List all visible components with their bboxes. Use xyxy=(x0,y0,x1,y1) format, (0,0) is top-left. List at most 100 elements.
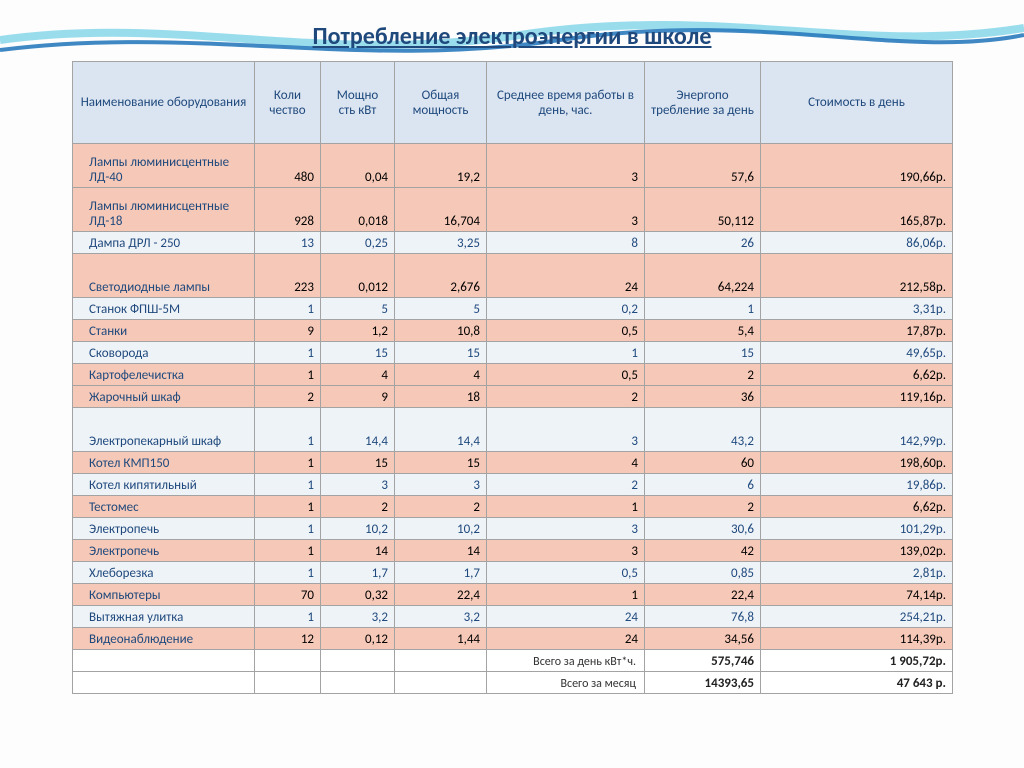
total-cost: 1 905,72р. xyxy=(761,650,953,672)
col-quantity: Коли чество xyxy=(255,62,321,144)
cell: 64,224 xyxy=(645,254,761,298)
cell: 18 xyxy=(395,386,487,408)
cell: 101,29р. xyxy=(761,518,953,540)
table-row: Компьютеры700,3222,4122,474,14р. xyxy=(73,584,953,606)
cell: 0,2 xyxy=(487,298,645,320)
cell: 928 xyxy=(255,188,321,232)
cell: 14 xyxy=(395,540,487,562)
table-row: Тестомес122126,62р. xyxy=(73,496,953,518)
total-row: Всего за месяц14393,6547 643 р. xyxy=(73,672,953,694)
cell: 1 xyxy=(255,452,321,474)
table-row: Электропечь110,210,2330,6101,29р. xyxy=(73,518,953,540)
cell: 14 xyxy=(321,540,395,562)
cell: 3,25 xyxy=(395,232,487,254)
cell: Электропечь xyxy=(73,518,255,540)
col-total-power: Общая мощность xyxy=(395,62,487,144)
cell: Вытяжная улитка xyxy=(73,606,255,628)
cell: Лампы люминисцентные ЛД-40 xyxy=(73,144,255,188)
cell: 6 xyxy=(645,474,761,496)
cell: 2 xyxy=(487,474,645,496)
cell: 2 xyxy=(395,496,487,518)
table-row: Видеонаблюдение120,121,442434,56114,39р. xyxy=(73,628,953,650)
table-row: Станки91,210,80,55,417,87р. xyxy=(73,320,953,342)
cell: 1 xyxy=(255,364,321,386)
table-row: Электропекарный шкаф114,414,4343,2142,99… xyxy=(73,408,953,452)
cell: 0,018 xyxy=(321,188,395,232)
cell: Электропечь xyxy=(73,540,255,562)
cell: 74,14р. xyxy=(761,584,953,606)
cell: 3 xyxy=(321,474,395,496)
cell: 4 xyxy=(321,364,395,386)
cell: 0,04 xyxy=(321,144,395,188)
col-daily-cost: Стоимость в день xyxy=(761,62,953,144)
table-row: Вытяжная улитка13,23,22476,8254,21р. xyxy=(73,606,953,628)
cell: 76,8 xyxy=(645,606,761,628)
cell: 3,31р. xyxy=(761,298,953,320)
cell: 24 xyxy=(487,254,645,298)
table-row: Сковорода1151511549,65р. xyxy=(73,342,953,364)
cell: 1 xyxy=(255,562,321,584)
cell: 5,4 xyxy=(645,320,761,342)
cell: 4 xyxy=(395,364,487,386)
cell: 22,4 xyxy=(395,584,487,606)
cell: 8 xyxy=(487,232,645,254)
cell: 0,012 xyxy=(321,254,395,298)
cell: 2 xyxy=(487,386,645,408)
cell: 2,81р. xyxy=(761,562,953,584)
cell: Котел КМП150 xyxy=(73,452,255,474)
cell: 1,2 xyxy=(321,320,395,342)
cell: 70 xyxy=(255,584,321,606)
blank-cell xyxy=(321,672,395,694)
total-label: Всего за месяц xyxy=(487,672,645,694)
cell: 0,85 xyxy=(645,562,761,584)
cell: 3,2 xyxy=(395,606,487,628)
cell: 0,12 xyxy=(321,628,395,650)
cell: 42 xyxy=(645,540,761,562)
consumption-table-container: Наименование оборудования Коли чество Мо… xyxy=(72,61,952,694)
blank-cell xyxy=(395,650,487,672)
cell: 114,39р. xyxy=(761,628,953,650)
cell: 15 xyxy=(321,342,395,364)
cell: 1,7 xyxy=(321,562,395,584)
cell: Дампа ДРЛ - 250 xyxy=(73,232,255,254)
cell: 2 xyxy=(255,386,321,408)
cell: 1 xyxy=(255,518,321,540)
blank-cell xyxy=(395,672,487,694)
cell: 3 xyxy=(395,474,487,496)
cell: 142,99р. xyxy=(761,408,953,452)
cell: 10,2 xyxy=(321,518,395,540)
total-label: Всего за день кВт*ч. xyxy=(487,650,645,672)
cell: 1 xyxy=(487,342,645,364)
table-row: Лампы люминисцентные ЛД-404800,0419,2357… xyxy=(73,144,953,188)
cell: Видеонаблюдение xyxy=(73,628,255,650)
cell: 6,62р. xyxy=(761,496,953,518)
cell: 9 xyxy=(321,386,395,408)
blank-cell xyxy=(255,650,321,672)
cell: 2 xyxy=(645,364,761,386)
cell: 1 xyxy=(487,496,645,518)
cell: 43,2 xyxy=(645,408,761,452)
table-row: Котел КМП15011515460198,60р. xyxy=(73,452,953,474)
col-power: Мощно сть кВт xyxy=(321,62,395,144)
cell: 30,6 xyxy=(645,518,761,540)
cell: 190,66р. xyxy=(761,144,953,188)
cell: 0,25 xyxy=(321,232,395,254)
blank-cell xyxy=(255,672,321,694)
cell: 1 xyxy=(255,474,321,496)
page-title: Потребление электроэнергии в школе xyxy=(0,0,1024,61)
cell: 3,2 xyxy=(321,606,395,628)
cell: 14,4 xyxy=(395,408,487,452)
cell: Котел кипятильный xyxy=(73,474,255,496)
cell: 3 xyxy=(487,188,645,232)
table-header-row: Наименование оборудования Коли чество Мо… xyxy=(73,62,953,144)
cell: 10,8 xyxy=(395,320,487,342)
cell: Тестомес xyxy=(73,496,255,518)
table-row: Светодиодные лампы2230,0122,6762464,2242… xyxy=(73,254,953,298)
cell: 0,5 xyxy=(487,562,645,584)
cell: 24 xyxy=(487,628,645,650)
cell: 86,06р. xyxy=(761,232,953,254)
cell: 9 xyxy=(255,320,321,342)
cell: 15 xyxy=(321,452,395,474)
total-row: Всего за день кВт*ч.575,7461 905,72р. xyxy=(73,650,953,672)
cell: 1 xyxy=(255,298,321,320)
